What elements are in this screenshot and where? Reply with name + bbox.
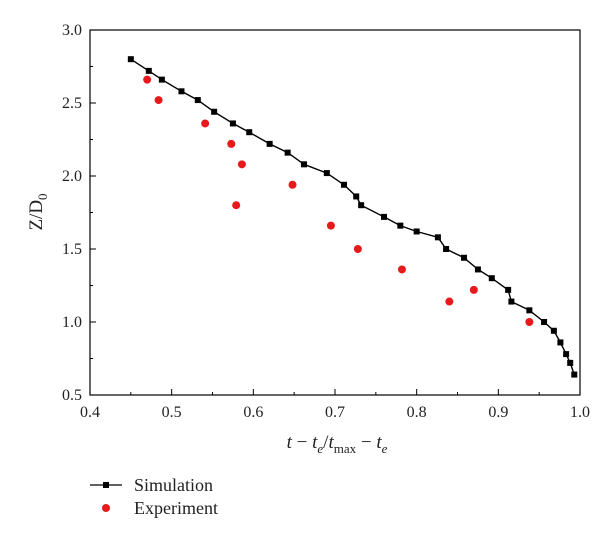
simulation-point (323, 170, 330, 177)
simulation-point (567, 359, 574, 366)
y-tick-label: 3.0 (62, 22, 82, 39)
series-layer (127, 56, 578, 378)
simulation-point (358, 202, 365, 209)
legend-label-simulation: Simulation (134, 475, 213, 495)
experiment-point (143, 75, 152, 84)
y-tick-label: 1.0 (62, 314, 82, 331)
experiment-point (227, 139, 236, 148)
simulation-point (246, 129, 253, 136)
experiment-point (201, 119, 210, 128)
simulation-point (127, 56, 134, 63)
y-tick-label: 2.5 (62, 95, 82, 112)
simulation-point (488, 275, 495, 282)
experiment-point (445, 297, 454, 306)
x-tick-label: 0.6 (243, 404, 263, 421)
x-tick-label: 0.4 (80, 404, 100, 421)
simulation-point (266, 140, 273, 147)
legend: Simulation Experiment (90, 475, 218, 518)
simulation-point (443, 246, 450, 252)
experiment-point (397, 265, 406, 274)
simulation-point (434, 234, 441, 241)
experiment-point (326, 221, 335, 230)
simulation-point (474, 266, 481, 273)
simulation-point (541, 319, 548, 325)
legend-item-experiment: Experiment (102, 498, 218, 518)
x-tick-label: 0.5 (162, 404, 182, 421)
simulation-point (508, 298, 515, 305)
simulation-point (461, 254, 468, 261)
y-tick-label: 0.5 (62, 387, 82, 404)
simulation-point (229, 120, 236, 127)
simulation-point (300, 161, 307, 168)
y-axis-label: Z/D0 (26, 193, 50, 230)
legend-item-simulation: Simulation (90, 475, 213, 495)
x-tick-label: 0.7 (325, 404, 345, 421)
y-tick-label: 1.5 (62, 241, 82, 258)
simulation-point (397, 222, 404, 229)
plot-frame (89, 29, 581, 396)
x-tick-label: 0.9 (488, 404, 508, 421)
x-axis-ticks: 0.4 0.5 0.6 0.7 0.8 0.9 1.0 (80, 389, 590, 421)
simulation-point (571, 371, 578, 378)
simulation-point (381, 213, 387, 220)
simulation-point (211, 108, 218, 115)
simulation-point (526, 307, 533, 314)
simulation-point (353, 193, 360, 200)
experiment-point (237, 160, 246, 169)
simulation-point (557, 339, 564, 346)
x-tick-label: 1.0 (570, 404, 590, 421)
simulation-point (413, 228, 420, 235)
simulation-point (550, 327, 557, 334)
simulation-point (158, 76, 165, 83)
experiment-point (288, 180, 297, 189)
simulation-point (563, 351, 570, 358)
simulation-point (145, 67, 152, 74)
experiment-point (154, 96, 163, 105)
y-tick-label: 2.0 (62, 168, 82, 185)
simulation-point (340, 181, 347, 188)
experiment-point (353, 245, 362, 253)
simulation-point (284, 149, 291, 156)
simulation-point (178, 88, 185, 95)
simulation-point (194, 97, 201, 104)
legend-label-experiment: Experiment (134, 498, 218, 518)
simulation-point (505, 286, 512, 293)
x-tick-label: 0.8 (407, 404, 427, 421)
y-axis-ticks: 0.5 1.0 1.5 2.0 2.5 3.0 (62, 22, 96, 404)
experiment-point (469, 285, 478, 294)
experiment-point (232, 201, 241, 210)
experiment-point (525, 318, 534, 326)
x-axis-label: t − te/tmax − te (287, 432, 388, 456)
simulation-line (130, 58, 575, 375)
